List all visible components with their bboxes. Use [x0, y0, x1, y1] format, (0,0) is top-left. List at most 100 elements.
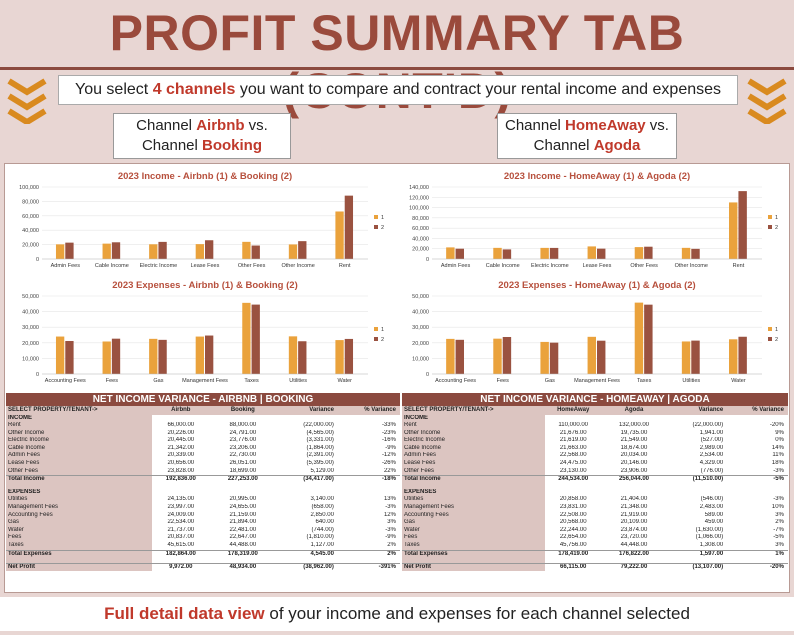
bar [344, 338, 354, 374]
x-tick-label: Rent [733, 263, 745, 269]
bar [242, 302, 251, 374]
table-cell [6, 482, 152, 489]
table-cell: 23,776.00 [229, 437, 257, 444]
x-tick-label: Utilities [682, 378, 700, 384]
table-cell: 22,730.00 [229, 452, 257, 459]
table-cell [6, 557, 152, 564]
table-cell: Other Fees [402, 467, 545, 476]
bar [446, 338, 455, 374]
bar [158, 339, 167, 374]
channel-box-right: Channel HomeAway vs. Channel Agoda [497, 113, 677, 159]
bar [540, 341, 549, 374]
table-cell: 9% [775, 429, 784, 436]
table-cell [276, 557, 338, 563]
table-cell: (527.00) [700, 437, 724, 444]
bar [55, 336, 65, 374]
divider [0, 67, 794, 70]
table-cell [402, 482, 545, 489]
table-cell: 23,720.00 [620, 534, 648, 541]
legend-swatch [374, 337, 378, 341]
table-cell: 4,329.00 [699, 460, 724, 467]
bar [242, 241, 251, 259]
table-cell: (1,066.00) [695, 534, 724, 541]
y-tick-label: 30,000 [412, 325, 429, 331]
table-cell [666, 489, 727, 497]
table-cell: 640.00 [315, 519, 334, 526]
table-cell: 21,919.00 [620, 511, 648, 518]
table-cell: 22,647.00 [229, 534, 257, 541]
table-cell: (38,962.00) [303, 564, 334, 571]
table-cell: 3% [775, 511, 784, 518]
bar [502, 336, 512, 374]
table-row: Accounting Fees 22,508.00 21,919.00 589.00 3… [402, 511, 788, 520]
bar [251, 304, 260, 374]
table-cell: 244,534.00 [558, 476, 589, 483]
table-cell: Utilities [402, 496, 545, 505]
table-cell: 20,034.00 [620, 452, 648, 459]
table-row: Admin Fees 22,568.00 20,034.00 2,534.00 11% [402, 452, 788, 461]
legend-swatch [768, 225, 772, 229]
y-tick-label: 140,000 [409, 185, 429, 191]
bar [634, 247, 644, 259]
table-cell [666, 557, 727, 563]
table-row: Net Profit 66,115.00 79,222.00 (13,107.00) -… [402, 563, 788, 571]
y-tick-label: 40,000 [22, 310, 39, 316]
footer-highlight: Full detail data view [104, 604, 265, 623]
table-cell: 110,000.00 [558, 422, 588, 429]
table-row: Water 22,244.00 23,874.00 (1,630.00) -7% [402, 526, 788, 535]
bar [540, 247, 549, 259]
table-cell: 21,663.00 [559, 444, 587, 451]
table-cell: 178,319.00 [227, 550, 258, 557]
y-tick-label: 100,000 [19, 185, 39, 191]
table-cell: 178,419.00 [558, 550, 589, 557]
x-tick-label: Admin Fees [441, 263, 471, 269]
table-cell: 20,837.00 [167, 534, 195, 541]
table-cell: (5,395.00) [306, 460, 334, 467]
chan-name: HomeAway [565, 117, 646, 134]
table-cell: Utilities [6, 496, 152, 505]
table-cell [727, 557, 788, 563]
bar [502, 249, 512, 259]
bar [587, 336, 596, 374]
table-cell: -3% [385, 526, 396, 533]
table-cell: -7% [773, 526, 784, 533]
table-cell: 589.00 [704, 511, 724, 518]
table-cell: Management Fees [6, 504, 152, 512]
table-cell: 1,308.00 [699, 542, 724, 548]
table-cell: (1,630.00) [695, 526, 724, 533]
bar [55, 244, 65, 259]
chan-text: Channel [136, 117, 197, 134]
legend-label: 1 [381, 215, 384, 221]
table-cell: 20,226.00 [167, 429, 195, 436]
table-cell [276, 415, 338, 423]
bar [205, 240, 214, 259]
x-tick-label: Taxes [637, 378, 652, 384]
chan-name: Airbnb [196, 117, 245, 134]
table-cell [152, 415, 214, 423]
bar [738, 336, 747, 374]
table-cell: -5% [773, 476, 784, 483]
table-cell: -12% [381, 452, 396, 459]
legend-label: 2 [381, 337, 384, 343]
table-cell: 20,109.00 [620, 519, 648, 526]
banner-text-pre: You select [74, 81, 149, 98]
table-cell: Taxes [402, 542, 545, 550]
x-tick-label: Management Fees [182, 378, 228, 384]
table-cell: 227,253.00 [227, 476, 258, 483]
chevron-down-icon [747, 78, 787, 124]
table-cell: (2,391.00) [306, 452, 334, 459]
table-cell: 66,115.00 [560, 564, 587, 571]
table-row: INCOME [402, 414, 788, 423]
table-cell: Total Income [6, 476, 152, 483]
bar [65, 340, 74, 374]
table-cell: 4,545.00 [310, 550, 334, 557]
table-row: Accounting Fees 24,009.00 21,159.00 2,850.0… [6, 511, 400, 520]
legend-label: 1 [775, 215, 778, 221]
bar [102, 341, 111, 374]
bar [681, 247, 691, 259]
table-cell: (744.00) [311, 526, 334, 533]
bar [195, 336, 204, 374]
table-cell: 18,699.00 [229, 467, 257, 474]
bar [158, 241, 167, 259]
table-row: Other Income 21,676.00 19,735.00 1,941.00 9% [402, 429, 788, 438]
